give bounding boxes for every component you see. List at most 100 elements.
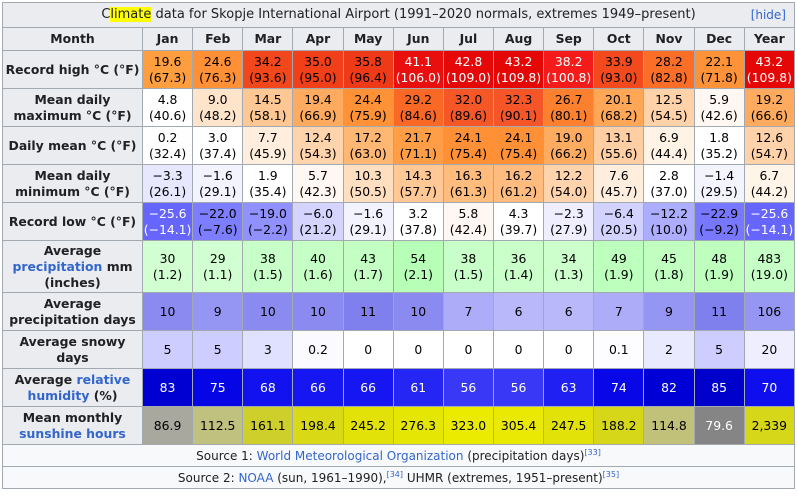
wmo-link[interactable]: World Meteorological Organization xyxy=(256,448,464,463)
data-cell: 19.2 (66.6) xyxy=(743,88,796,127)
data-cell: −22.0 (−7.6) xyxy=(192,202,244,241)
data-cell: −6.4 (20.5) xyxy=(593,202,645,241)
caption-rest: data for Skopje International Airport (1… xyxy=(151,7,696,22)
data-cell: 0 xyxy=(543,330,595,369)
data-cell: −1.6 (29.1) xyxy=(342,202,394,241)
data-cell: 24.1 (75.4) xyxy=(442,126,494,165)
data-cell: 323.0 xyxy=(442,406,494,445)
data-cell: 5 xyxy=(693,330,745,369)
data-cell: 0.1 xyxy=(593,330,645,369)
table-row: Record low °C (°F) −25.6 (−14.1) −22.0 (−7.6… xyxy=(2,202,796,241)
row-label-link[interactable]: relative xyxy=(76,371,131,387)
row-label: Daily mean °C (°F) xyxy=(2,126,143,165)
data-cell: 74 xyxy=(593,368,645,407)
table-row: Daily mean °C (°F) 0.2 (32.4) 3.0 (37.4) 7.7(… xyxy=(2,126,796,165)
data-cell: 5 xyxy=(192,330,244,369)
data-cell: 33.9 (93.0) xyxy=(593,50,645,89)
data-cell: 2.8 (37.0) xyxy=(643,164,695,203)
data-cell: 54 (2.1) xyxy=(392,240,444,293)
data-cell: 32.0 (89.6) xyxy=(442,88,494,127)
header-month: Month xyxy=(2,27,143,51)
data-cell: 11 xyxy=(342,292,394,331)
caption-first: C xyxy=(101,7,111,22)
noaa-link[interactable]: NOAA xyxy=(238,470,274,485)
row-label: Average precipitation days xyxy=(2,292,143,331)
data-cell: 276.3 xyxy=(392,406,444,445)
data-cell: 10 xyxy=(242,292,294,331)
row-label-text: Mean monthly xyxy=(22,409,123,425)
table-row: Record high °C (°F) 19.6 (67.3) 24.6 (76.3) 3… xyxy=(2,50,796,89)
data-cell: 56 xyxy=(492,368,545,407)
data-cell: 114.8 xyxy=(643,406,695,445)
climate-table: Climate data for Skopje International Ai… xyxy=(2,2,796,489)
ref-35-link[interactable]: [35] xyxy=(602,469,620,479)
data-cell: 32.3 (90.1) xyxy=(492,88,545,127)
data-cell: 16.3 (61.3) xyxy=(442,164,494,203)
hide-toggle-link[interactable]: [hide] xyxy=(750,8,786,22)
data-cell: 14.3 (57.7) xyxy=(392,164,444,203)
data-cell: 10 xyxy=(292,292,344,331)
data-cell: 83 xyxy=(141,368,194,407)
data-cell: 45 (1.8) xyxy=(643,240,695,293)
row-label-text: (inches) xyxy=(44,274,101,290)
data-cell: 3 xyxy=(242,330,294,369)
row-label: Average snowy days xyxy=(2,330,143,369)
data-cell: 75 xyxy=(192,368,244,407)
row-label-link[interactable]: humidity xyxy=(27,387,90,403)
header-jun: Jun xyxy=(392,27,444,51)
source-1-prefix: Source 1: xyxy=(196,448,257,463)
data-cell: 24.6 (76.3) xyxy=(192,50,244,89)
data-cell: 4.8 (40.6) xyxy=(141,88,194,127)
data-cell: 14.5 (58.1) xyxy=(242,88,294,127)
data-cell: 26.7 (80.1) xyxy=(543,88,595,127)
data-cell: 10.3 (50.5) xyxy=(342,164,394,203)
data-cell: 9 xyxy=(643,292,695,331)
data-cell: 12.5 (54.5) xyxy=(643,88,695,127)
table-caption: Climate data for Skopje International Ai… xyxy=(2,2,795,28)
data-cell: 5.8 (42.4) xyxy=(442,202,494,241)
header-row: Month Jan Feb Mar Apr May Jun Jul Aug Sep Oct Nov De… xyxy=(2,27,796,51)
row-label-link[interactable]: precipitation xyxy=(12,258,103,274)
data-cell: 19.0 (66.2) xyxy=(543,126,595,165)
data-cell: 1.9 (35.4) xyxy=(242,164,294,203)
header-aug: Aug xyxy=(492,27,545,51)
data-cell: 43.2 (109.8) xyxy=(743,50,796,89)
row-label-link[interactable]: sunshine hours xyxy=(19,425,126,441)
row-label: Average relative humidity (%) xyxy=(2,368,143,407)
data-cell: 9.0 (48.2) xyxy=(192,88,244,127)
data-cell: 13.1 (55.6) xyxy=(593,126,645,165)
data-cell: 2 xyxy=(643,330,695,369)
data-cell: 24.4 (75.9) xyxy=(342,88,394,127)
data-cell: 35.8 (96.4) xyxy=(342,50,394,89)
row-label: Record high °C (°F) xyxy=(2,50,143,89)
table-row: Average precipitation mm (inches) 30 (1.2) 29… xyxy=(2,240,796,293)
data-cell: 247.5 xyxy=(543,406,595,445)
header-may: May xyxy=(342,27,394,51)
data-cell: 22.1 (71.8) xyxy=(693,50,745,89)
data-cell: 0.2 (32.4) xyxy=(141,126,194,165)
data-cell: 43 (1.7) xyxy=(342,240,394,293)
data-cell: 68 xyxy=(242,368,294,407)
ref-34-link[interactable]: [34] xyxy=(386,469,404,479)
data-cell: 20 xyxy=(743,330,796,369)
header-oct: Oct xyxy=(593,27,645,51)
data-cell: 20.1 (68.2) xyxy=(593,88,645,127)
header-apr: Apr xyxy=(292,27,344,51)
data-cell: 3.0 (37.4) xyxy=(192,126,244,165)
data-cell: 40 (1.6) xyxy=(292,240,344,293)
ref-33-link[interactable]: [33] xyxy=(584,447,601,457)
data-cell: 0.2 xyxy=(292,330,344,369)
data-cell: 86.9 xyxy=(141,406,194,445)
data-cell: −25.6 (−14.1) xyxy=(141,202,194,241)
header-jan: Jan xyxy=(141,27,194,51)
row-label-text: mm xyxy=(102,258,133,274)
data-cell: 106 xyxy=(743,292,796,331)
data-cell: 63 xyxy=(543,368,595,407)
caption-highlight: limate xyxy=(110,7,152,22)
data-cell: 10 xyxy=(141,292,194,331)
source-1: Source 1: World Meteorological Organizat… xyxy=(2,444,795,467)
data-cell: 7 xyxy=(593,292,645,331)
data-cell: −25.6 (−14.1) xyxy=(743,202,796,241)
row-label: Mean daily maximum °C (°F) xyxy=(2,88,143,127)
data-cell: 198.4 xyxy=(292,406,344,445)
